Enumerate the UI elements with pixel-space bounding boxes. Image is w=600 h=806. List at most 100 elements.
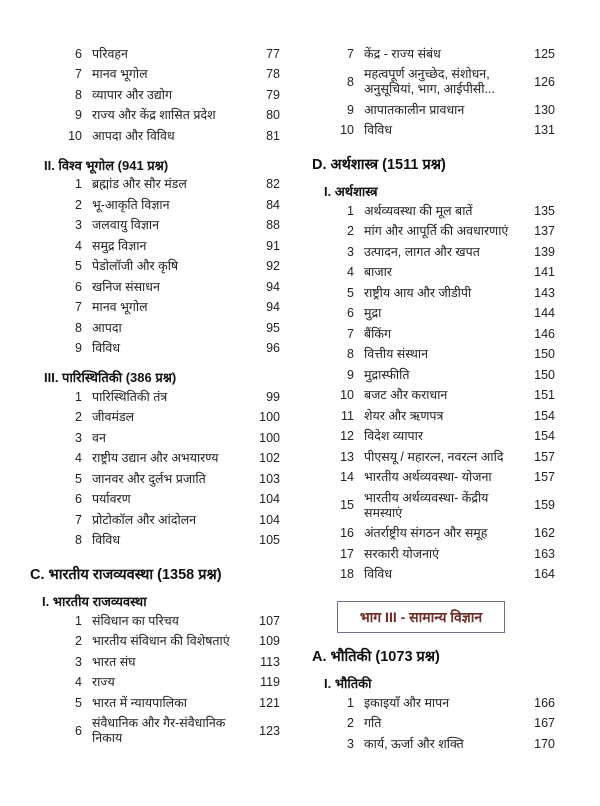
toc-row: 6 खनिज संसाधन 94 [30, 277, 280, 298]
toc-row-number: 1 [347, 203, 354, 218]
toc-row-page: 139 [534, 244, 555, 259]
toc-row: 4 समुद्र विज्ञान 91 [30, 236, 280, 257]
toc-row: 8 वित्तीय संस्थान 150 [312, 345, 555, 366]
toc-row-number: 3 [75, 430, 82, 445]
toc-row-title: वित्तीय संस्थान [364, 347, 429, 362]
toc-row-number: 3 [347, 244, 354, 259]
toc-row-number: 8 [347, 74, 354, 89]
toc-row-title: अर्थव्यवस्था की मूल बातें [364, 203, 473, 218]
toc-row-title: अंतर्राष्ट्रीय संगठन और समूह [364, 526, 488, 541]
toc-row-number: 10 [340, 123, 354, 138]
toc-row-number: 4 [75, 238, 82, 253]
toc-row-title: गति [364, 716, 382, 731]
toc-row-title: भारतीय अर्थव्यवस्था- योजना [364, 470, 492, 485]
toc-row-title: समुद्र विज्ञान [92, 238, 147, 253]
toc-row-page: 159 [534, 498, 555, 513]
toc-row-number: 6 [75, 46, 82, 61]
toc-row: 9 राज्य और केंद्र शासित प्रदेश 80 [30, 106, 280, 127]
toc-row-title: विविध [92, 533, 121, 548]
toc-row-page: 150 [534, 347, 555, 362]
toc-row-page: 102 [259, 451, 280, 466]
toc-row: 8 व्यापार और उद्योग 79 [30, 85, 280, 106]
part-banner: भाग III - सामान्य विज्ञान [337, 601, 505, 633]
toc-row-number: 2 [347, 224, 354, 239]
toc-row: 1 पारिस्थितिकी तंत्र 99 [30, 387, 280, 408]
toc-row: 2 भू-आकृति विज्ञान 84 [30, 195, 280, 216]
toc-row-page: 95 [266, 320, 280, 335]
toc-row: 18 विविध 164 [312, 565, 555, 586]
toc-row: 7 बैंकिंग 146 [312, 324, 555, 345]
toc-row-number: 6 [75, 279, 82, 294]
toc-row-title: आपातकालीन प्रावधान [364, 102, 465, 117]
toc-row-page: 100 [259, 410, 280, 425]
toc-row-title: जलवायु विज्ञान [92, 218, 160, 233]
toc-row-title: संविधान का परिचय [92, 613, 179, 628]
toc-row-number: 1 [347, 695, 354, 710]
toc-row-number: 11 [341, 408, 354, 423]
toc-row-number: 3 [75, 218, 82, 233]
toc-row-number: 2 [75, 634, 82, 649]
toc-row-page: 151 [534, 388, 555, 403]
toc-row-title: मानव भूगोल [92, 300, 148, 315]
toc-row-title: प्रोटोकॉल और आंदोलन [92, 512, 197, 527]
toc-row-page: 81 [266, 128, 280, 143]
part-heading: C. भारतीय राजव्यवस्था (1358 प्रश्न) [30, 567, 222, 583]
section-heading: III. पारिस्थितिकी (386 प्रश्न) [44, 370, 177, 385]
toc-row-number: 10 [340, 388, 354, 403]
toc-row-title: कार्य, ऊर्जा और शक्ति [364, 736, 464, 751]
toc-row-page: 103 [259, 471, 280, 486]
toc-row: 3 कार्य, ऊर्जा और शक्ति 170 [312, 734, 555, 755]
toc-row-number: 7 [75, 300, 82, 315]
toc-row-number: 7 [75, 67, 82, 82]
toc-row: 4 बाजार 141 [312, 263, 555, 284]
toc-row-number: 3 [75, 654, 82, 669]
toc-row: 1 अर्थव्यवस्था की मूल बातें 135 [312, 201, 555, 222]
toc-row-number: 7 [347, 326, 354, 341]
toc-row: 17 सरकारी योजनाएं 163 [312, 544, 555, 565]
toc-row-number: 8 [75, 87, 82, 102]
toc-row: 4 राष्ट्रीय उद्यान और अभयारण्य 102 [30, 449, 280, 470]
toc-row-title: मुद्रा [364, 306, 382, 321]
toc-row-title: बजट और कराधान [364, 388, 448, 403]
toc-row: 3 वन 100 [30, 428, 280, 449]
toc-row-page: 135 [534, 203, 555, 218]
toc-row-page: 119 [260, 675, 280, 690]
toc-row-page: 113 [260, 654, 280, 669]
section-heading: II. विश्व भूगोल (941 प्रश्न) [44, 157, 169, 173]
toc-row: 6 पर्यावरण 104 [30, 490, 280, 511]
toc-row: 13 पीएसयू / महारत्न, नवरत्न आदि 157 [312, 447, 555, 468]
toc-row-number: 7 [75, 512, 82, 527]
toc-row-title: महत्वपूर्ण अनुच्छेद, संशोधन, अनुसूचियां,… [364, 67, 495, 97]
toc-row: 9 आपातकालीन प्रावधान 130 [312, 100, 555, 121]
toc-row-title: शेयर और ऋणपत्र [364, 408, 444, 423]
toc-row-number: 5 [75, 259, 82, 274]
toc-row-number: 7 [347, 46, 354, 61]
subsection-heading: I. भारतीय राजव्यवस्था [42, 594, 147, 609]
toc-row-page: 123 [259, 723, 280, 738]
toc-row: 1 संविधान का परिचय 107 [30, 611, 280, 632]
toc-row-page: 131 [534, 123, 555, 138]
toc-row: 14 भारतीय अर्थव्यवस्था- योजना 157 [312, 468, 555, 489]
toc-row-title: राज्य और केंद्र शासित प्रदेश [92, 108, 216, 123]
toc-row-page: 82 [266, 177, 280, 192]
toc-row-title: वन [92, 430, 106, 445]
toc-row-title: पर्यावरण [92, 492, 131, 507]
subsection-heading: I. भौतिकी [324, 676, 372, 691]
toc-row: 9 विविध 96 [30, 339, 280, 360]
toc-row-number: 1 [75, 389, 82, 404]
toc-row-title: व्यापार और उद्योग [92, 87, 173, 102]
toc-row-title: संवैधानिक और गैर-संवैधानिक निकाय [92, 716, 226, 746]
toc-column-left: 6 परिवहन 77 7 मानव भूगोल 78 8 व्यापार और उद्योग… [30, 44, 280, 749]
toc-row-number: 4 [347, 265, 354, 280]
toc-row-title: राज्य [92, 675, 115, 690]
toc-row-number: 1 [75, 177, 82, 192]
toc-row-number: 5 [347, 285, 354, 300]
toc-row-title: भारतीय अर्थव्यवस्था- केंद्रीय समस्याएं [364, 490, 489, 520]
part-heading: D. अर्थशास्त्र (1511 प्रश्न) [312, 157, 446, 173]
toc-row-page: 146 [534, 326, 555, 341]
toc-row-page: 130 [534, 102, 555, 117]
toc-row: 10 विविध 131 [312, 121, 555, 142]
toc-row: 8 विविध 105 [30, 531, 280, 552]
toc-row-title: जीवमंडल [92, 410, 135, 425]
